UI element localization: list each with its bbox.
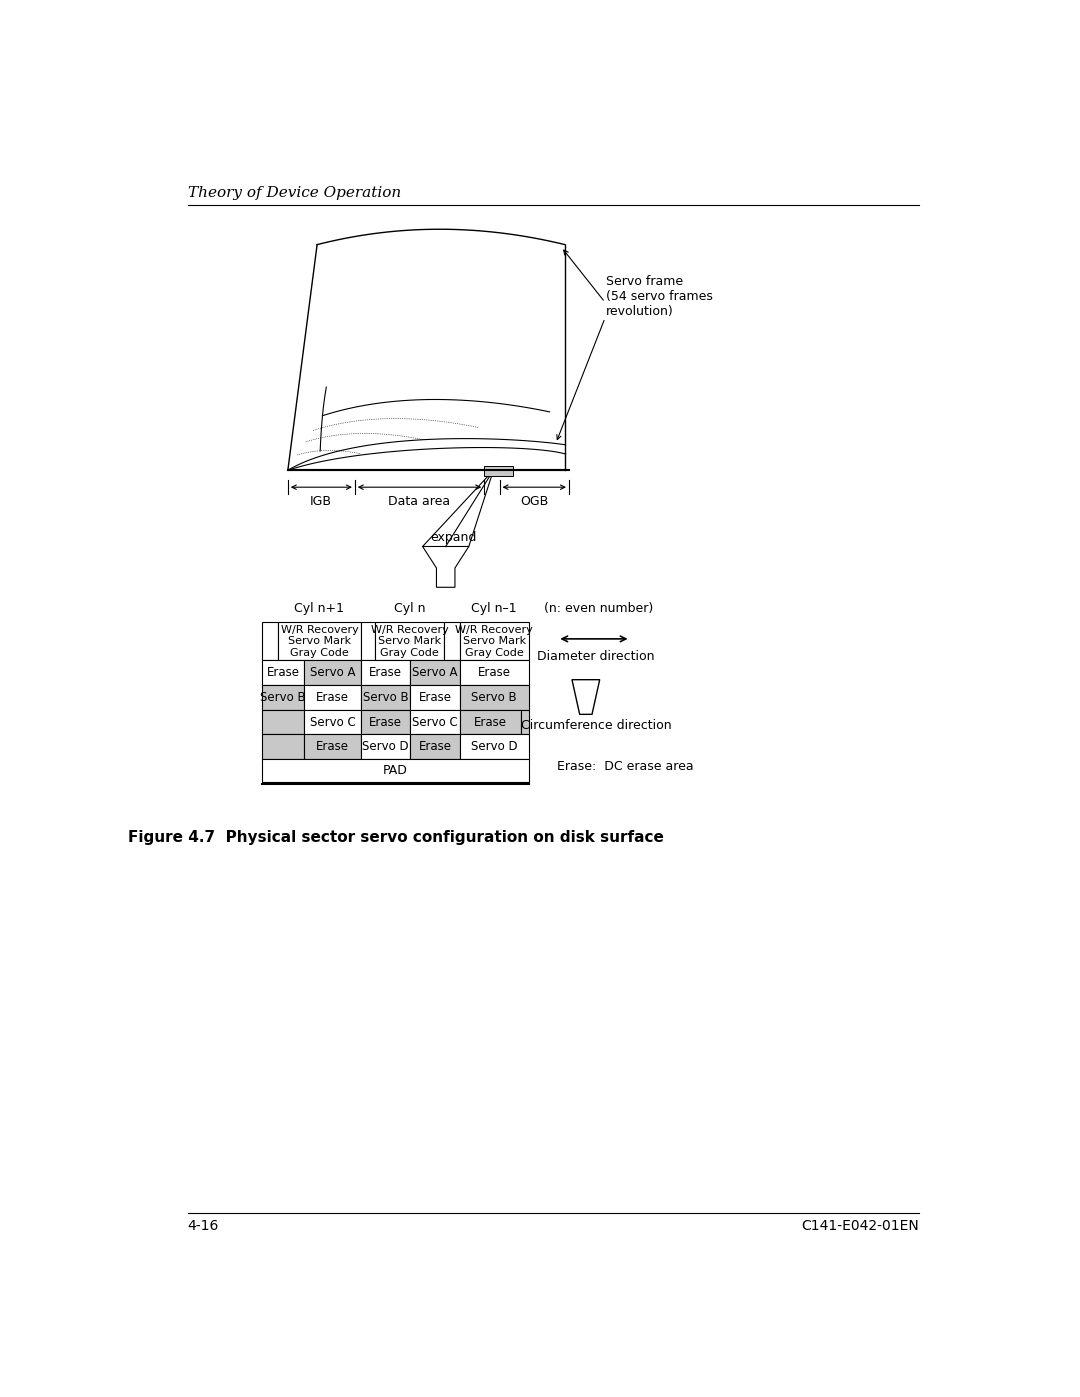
Bar [522, 710, 529, 735]
Text: W/R Recovery
Servo Mark
Gray Code: W/R Recovery Servo Mark Gray Code [370, 624, 448, 658]
Text: Erase: Erase [316, 740, 349, 753]
Bar [460, 622, 529, 661]
Text: PAD: PAD [383, 764, 408, 777]
Bar [361, 685, 410, 710]
Bar [410, 710, 460, 735]
Text: Servo D: Servo D [362, 740, 409, 753]
Text: Theory of Device Operation: Theory of Device Operation [188, 186, 401, 200]
Bar [444, 622, 460, 661]
Text: IGB: IGB [310, 495, 332, 507]
Bar [262, 710, 303, 735]
Text: Servo D: Servo D [471, 740, 517, 753]
Bar [361, 735, 410, 759]
Text: Erase: Erase [369, 715, 402, 729]
Text: Data area: Data area [389, 495, 450, 507]
Text: Servo B: Servo B [363, 692, 408, 704]
Bar [361, 661, 410, 685]
Text: Cyl n–1: Cyl n–1 [471, 602, 517, 615]
Polygon shape [288, 229, 565, 471]
Text: Cyl n: Cyl n [394, 602, 426, 615]
Text: Figure 4.7  Physical sector servo configuration on disk surface: Figure 4.7 Physical sector servo configu… [127, 830, 663, 845]
Bar [278, 622, 361, 661]
Text: Erase:  DC erase area: Erase: DC erase area [557, 760, 694, 773]
Text: Servo A: Servo A [413, 666, 458, 679]
Bar [305, 685, 361, 710]
Bar [410, 685, 460, 710]
Bar [305, 661, 361, 685]
Text: W/R Recovery
Servo Mark
Gray Code: W/R Recovery Servo Mark Gray Code [456, 624, 534, 658]
Text: Circumference direction: Circumference direction [521, 719, 671, 732]
Text: expand: expand [430, 531, 476, 543]
Bar [305, 735, 361, 759]
Bar [410, 735, 460, 759]
Text: Diameter direction: Diameter direction [537, 650, 654, 664]
Polygon shape [572, 680, 599, 714]
Text: Erase: Erase [474, 715, 507, 729]
Polygon shape [422, 546, 469, 587]
Text: 4-16: 4-16 [188, 1220, 219, 1234]
Text: Cyl n+1: Cyl n+1 [295, 602, 345, 615]
Text: Erase: Erase [477, 666, 511, 679]
Bar [460, 735, 529, 759]
Text: Servo B: Servo B [471, 692, 517, 704]
Text: OGB: OGB [521, 495, 549, 507]
Bar [460, 661, 529, 685]
Bar [361, 622, 375, 661]
Bar [262, 759, 529, 782]
Text: Erase: Erase [418, 692, 451, 704]
Bar [305, 710, 361, 735]
Text: Servo C: Servo C [310, 715, 355, 729]
Bar [375, 622, 444, 661]
Text: Erase: Erase [267, 666, 300, 679]
Text: Erase: Erase [369, 666, 402, 679]
Bar [484, 467, 513, 475]
Bar [460, 685, 529, 710]
Text: (n: even number): (n: even number) [544, 602, 653, 615]
Bar [460, 710, 522, 735]
Text: Servo C: Servo C [413, 715, 458, 729]
Bar [262, 622, 278, 661]
Text: Erase: Erase [418, 740, 451, 753]
Text: W/R Recovery
Servo Mark
Gray Code: W/R Recovery Servo Mark Gray Code [281, 624, 359, 658]
Bar [410, 661, 460, 685]
Text: Servo A: Servo A [310, 666, 355, 679]
Text: Servo frame
(54 servo frames
revolution): Servo frame (54 servo frames revolution) [606, 275, 713, 319]
Bar [262, 735, 303, 759]
Text: Servo B: Servo B [260, 692, 306, 704]
Bar [262, 685, 303, 710]
Bar [361, 710, 410, 735]
Bar [262, 661, 303, 685]
Text: C141-E042-01EN: C141-E042-01EN [801, 1220, 919, 1234]
Text: Erase: Erase [316, 692, 349, 704]
